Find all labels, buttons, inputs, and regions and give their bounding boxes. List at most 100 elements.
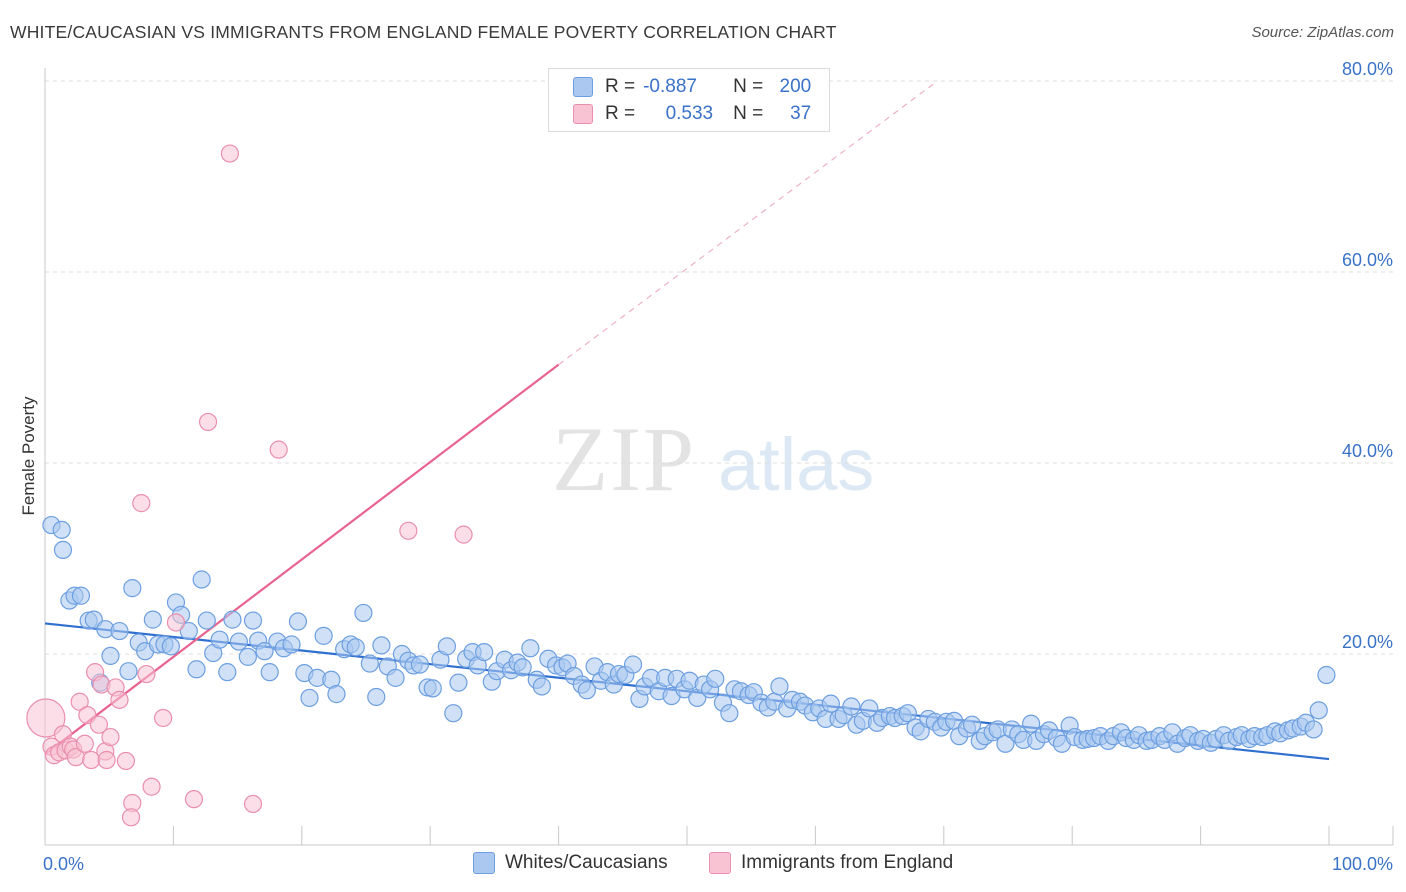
- source-label: Source: ZipAtlas.com: [1251, 24, 1394, 41]
- legend-n-label: N =: [733, 103, 764, 124]
- data-point-immigrants: [116, 751, 135, 771]
- grid-lines: [45, 80, 1393, 655]
- data-point-whites: [346, 638, 365, 657]
- data-point-whites: [475, 642, 494, 662]
- x-tick-label: 100.0%: [1332, 854, 1393, 874]
- axes: [44, 68, 1394, 846]
- data-point-immigrants: [198, 412, 218, 432]
- data-point-whites: [282, 635, 301, 654]
- data-point-immigrants: [89, 715, 109, 734]
- data-point-immigrants: [132, 494, 151, 513]
- data-point-whites: [123, 579, 142, 598]
- data-point-immigrants: [26, 698, 66, 738]
- series-legend-label: Immigrants from England: [741, 852, 954, 873]
- data-point-immigrants: [137, 664, 156, 684]
- data-point-immigrants: [166, 613, 186, 632]
- legend-r-label: R =: [605, 76, 636, 97]
- data-point-immigrants: [142, 777, 161, 796]
- data-point-whites: [187, 660, 206, 679]
- data-point-whites: [1317, 665, 1336, 685]
- data-point-whites: [1022, 714, 1041, 733]
- data-point-whites: [423, 679, 442, 698]
- legend-n-value: 37: [790, 103, 812, 124]
- data-point-whites: [372, 636, 391, 655]
- correlation-legend: R = -0.887 N = 200 R = 0.533 N = 37: [548, 68, 830, 132]
- legend-row-immigrants: R = 0.533 N = 37: [549, 101, 811, 127]
- data-point-immigrants: [75, 734, 94, 753]
- data-point-whites: [577, 681, 596, 700]
- y-tick-label: 20.0%: [1342, 632, 1393, 652]
- y-axis-label: Female Poverty: [19, 396, 38, 516]
- data-point-whites: [532, 677, 552, 696]
- data-point-immigrants: [269, 440, 288, 459]
- legend-n-label: N =: [733, 76, 764, 97]
- series-immigrants-points: [26, 144, 473, 827]
- legend-r-label: R =: [605, 103, 636, 124]
- data-point-whites: [367, 687, 386, 707]
- series-legend-whites: Whites/Caucasians: [473, 852, 668, 874]
- data-point-immigrants: [220, 144, 239, 163]
- data-point-whites: [314, 626, 333, 645]
- data-point-whites: [119, 662, 138, 681]
- data-point-whites: [898, 704, 917, 723]
- data-point-whites: [360, 654, 379, 673]
- data-point-whites: [706, 669, 725, 688]
- data-point-whites: [243, 611, 263, 630]
- data-point-whites: [521, 639, 540, 658]
- data-point-whites: [623, 655, 643, 674]
- data-point-immigrants: [101, 727, 120, 747]
- data-point-whites: [161, 637, 180, 656]
- data-point-whites: [192, 570, 211, 589]
- data-point-whites: [437, 637, 456, 656]
- data-point-whites: [101, 646, 120, 666]
- data-point-whites: [386, 668, 405, 687]
- legend-swatch-pink: [573, 104, 593, 124]
- data-point-immigrants: [121, 808, 141, 827]
- data-point-whites: [197, 611, 216, 630]
- y-tick-label: 40.0%: [1342, 441, 1393, 461]
- svg-text:atlas: atlas: [718, 423, 874, 506]
- series-legend: Whites/Caucasians Immigrants from Englan…: [0, 850, 1406, 880]
- data-point-whites: [1309, 701, 1328, 720]
- data-point-whites: [449, 673, 468, 692]
- data-point-whites: [53, 540, 73, 560]
- data-point-whites: [962, 715, 982, 734]
- data-point-immigrants: [110, 690, 129, 709]
- data-point-whites: [210, 630, 229, 649]
- data-point-immigrants: [454, 525, 473, 544]
- series-legend-label: Whites/Caucasians: [505, 852, 668, 873]
- data-point-immigrants: [97, 750, 116, 770]
- y-tick-label: 60.0%: [1342, 250, 1393, 270]
- data-point-whites: [513, 658, 532, 677]
- data-point-whites: [300, 688, 319, 708]
- data-point-immigrants: [154, 708, 173, 728]
- data-point-whites: [860, 699, 879, 718]
- y-tick-label: 80.0%: [1342, 59, 1393, 79]
- series-legend-immigrants: Immigrants from England: [709, 852, 953, 874]
- data-point-whites: [143, 610, 162, 629]
- legend-r-value: -0.887: [643, 76, 697, 97]
- tick-labels: 20.0% 40.0% 60.0% 80.0% 0.0% 100.0%: [43, 59, 1393, 874]
- data-point-whites: [1304, 720, 1323, 739]
- data-point-whites: [223, 610, 242, 629]
- data-point-whites: [260, 663, 279, 682]
- data-point-whites: [720, 704, 739, 723]
- data-point-immigrants: [399, 521, 418, 540]
- data-point-whites: [238, 647, 257, 666]
- data-point-whites: [71, 586, 91, 605]
- data-point-immigrants: [243, 794, 263, 814]
- svg-text:ZIP: ZIP: [552, 408, 696, 510]
- data-point-whites: [410, 655, 430, 674]
- data-point-whites: [770, 677, 789, 696]
- data-point-whites: [327, 685, 346, 704]
- data-point-whites: [821, 694, 840, 713]
- legend-n-value: 200: [779, 76, 812, 97]
- data-point-whites: [354, 603, 373, 623]
- trend-line-immigrants-extension: [558, 80, 938, 366]
- data-point-whites: [218, 663, 237, 682]
- chart-title: WHITE/CAUCASIAN VS IMMIGRANTS FROM ENGLA…: [10, 22, 837, 42]
- x-tick-label: 0.0%: [43, 854, 84, 874]
- data-point-whites: [842, 697, 861, 716]
- data-point-whites: [110, 621, 129, 641]
